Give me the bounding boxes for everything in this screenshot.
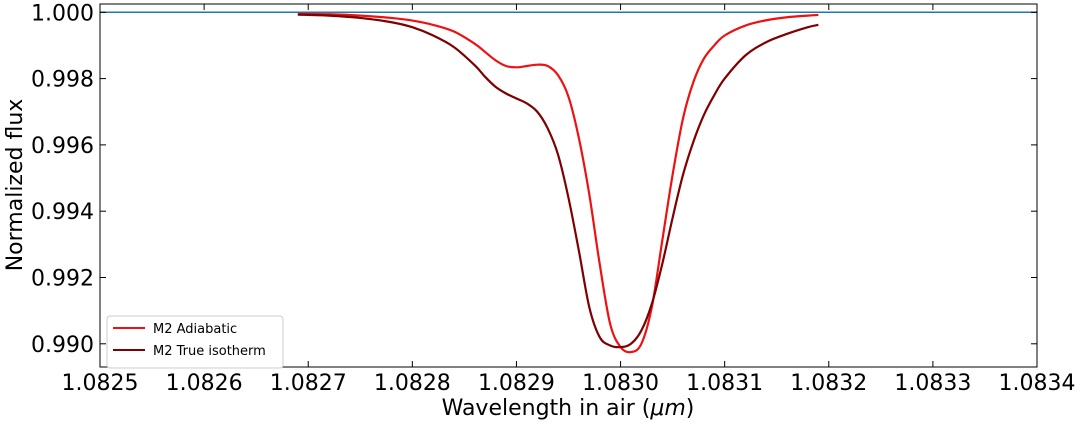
x-tick-label: 1.0831 [686,371,763,396]
plot-background [100,4,1037,367]
x-tick-label: 1.0825 [62,371,139,396]
legend-label-m2-true-isotherm: M2 True isotherm [153,344,266,359]
y-tick-label: 0.998 [31,68,94,93]
x-tick-label: 1.0834 [999,371,1076,396]
x-tick-label: 1.0829 [478,371,555,396]
axes-border [99,3,1038,368]
x-tick-label: 1.0828 [374,371,451,396]
x-tick-label: 1.0830 [582,371,659,396]
y-tick-label: 0.992 [31,266,94,291]
plot-area [100,4,1037,367]
x-axis-ticks: 1.0825 1.0826 1.0827 1.0828 1.0829 1.0830 1.08… [62,4,1076,396]
y-tick-label: 1.000 [31,1,94,26]
y-tick-label: 0.994 [31,200,94,225]
y-tick-label: 0.996 [31,134,94,159]
y-axis-ticks: 0.990 0.992 0.994 0.996 0.998 1.000 [31,1,1037,358]
legend-box [106,315,284,369]
x-tick-label: 1.0833 [894,371,971,396]
x-tick-label: 1.0832 [790,371,867,396]
x-tick-label: 1.0826 [166,371,243,396]
series-line-1 [297,13,819,349]
series-layer [297,12,819,354]
series-line-0 [297,12,819,354]
y-tick-label: 0.990 [31,333,94,358]
x-tick-label: 1.0827 [270,371,347,396]
legend-label-m2-adiabatic: M2 Adiabatic [153,322,237,337]
axes-frame [99,3,1038,368]
x-axis-label: Wavelength in air (μm) [442,396,695,421]
y-axis-label: Normalized flux [3,99,28,272]
legend: M2 Adiabatic M2 True isotherm [106,315,284,369]
